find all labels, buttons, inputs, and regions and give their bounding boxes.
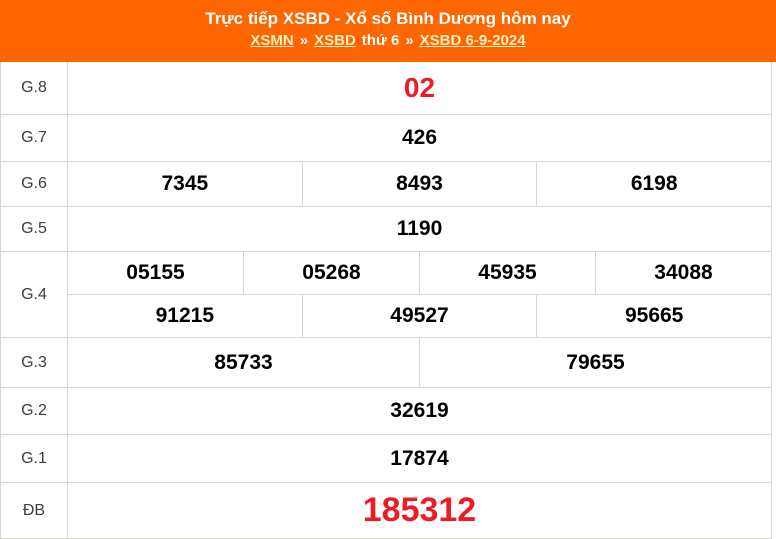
breadcrumb-link-xsbd-date[interactable]: XSBD 6-9-2024 [419, 32, 526, 49]
breadcrumb-text-weekday: thứ 6 [361, 32, 400, 49]
row-g2: G.2 32619 [1, 387, 771, 434]
row-g1: G.1 17874 [1, 434, 771, 482]
prize-number-g6-1: 7345 [68, 162, 303, 206]
prize-number-g2: 32619 [390, 399, 449, 422]
prize-number-g3-2: 79655 [566, 350, 625, 374]
prize-number-g4-6: 49527 [303, 295, 538, 337]
prize-number-g6-2: 8493 [303, 162, 538, 206]
prize-number-g1: 17874 [390, 446, 449, 470]
prize-number-g4-5: 91215 [68, 295, 303, 337]
breadcrumb-link-xsbd[interactable]: XSBD [314, 32, 356, 49]
prize-number-db: 185312 [362, 491, 477, 529]
prize-label-g5: G.5 [1, 207, 68, 251]
lottery-header: Trực tiếp XSBD - Xổ số Bình Dương hôm na… [0, 0, 776, 62]
row-g7: G.7 426 [1, 114, 771, 161]
prize-label-g7: G.7 [1, 115, 68, 161]
prize-label-g4: G.4 [1, 252, 68, 337]
prize-label-g2: G.2 [1, 388, 68, 434]
row-g6: G.6 7345 8493 6198 [1, 161, 771, 206]
breadcrumb-separator: » [299, 32, 309, 49]
results-table: G.8 02 G.7 426 G.6 7345 8493 6198 [0, 62, 772, 539]
prize-number-g7: 426 [401, 126, 438, 149]
prize-number-g5: 1190 [396, 217, 443, 240]
prize-label-g6: G.6 [1, 162, 68, 206]
prize-number-g4-3: 45935 [420, 252, 596, 294]
breadcrumb-link-xsmn[interactable]: XSMN [250, 32, 294, 49]
breadcrumb-separator: » [405, 32, 414, 49]
row-g8: G.8 02 [1, 62, 771, 114]
prize-number-g6-3: 6198 [630, 172, 678, 195]
page-title: Trực tiếp XSBD - Xổ số Bình Dương hôm na… [205, 9, 571, 28]
breadcrumb: XSMN » XSBD thứ 6 » XSBD 6-9-2024 [0, 32, 776, 50]
prize-number-g4-7: 95665 [624, 304, 684, 327]
prize-number-g4-4: 34088 [654, 261, 713, 284]
row-g3: G.3 85733 79655 [1, 337, 771, 387]
row-g5: G.5 1190 [1, 206, 771, 251]
prize-number-g3-1: 85733 [68, 338, 420, 387]
prize-label-g8: G.8 [1, 62, 68, 114]
prize-number-g4-2: 05268 [244, 252, 420, 294]
prize-label-db: ĐB [1, 483, 68, 538]
row-g4: G.4 05155 05268 45935 34088 91215 49527 … [1, 251, 771, 337]
prize-label-g1: G.1 [1, 435, 68, 482]
prize-number-g4-1: 05155 [68, 252, 244, 294]
prize-number-g8: 02 [403, 72, 436, 103]
prize-label-g3: G.3 [1, 338, 68, 387]
row-db: ĐB 185312 [1, 482, 771, 538]
